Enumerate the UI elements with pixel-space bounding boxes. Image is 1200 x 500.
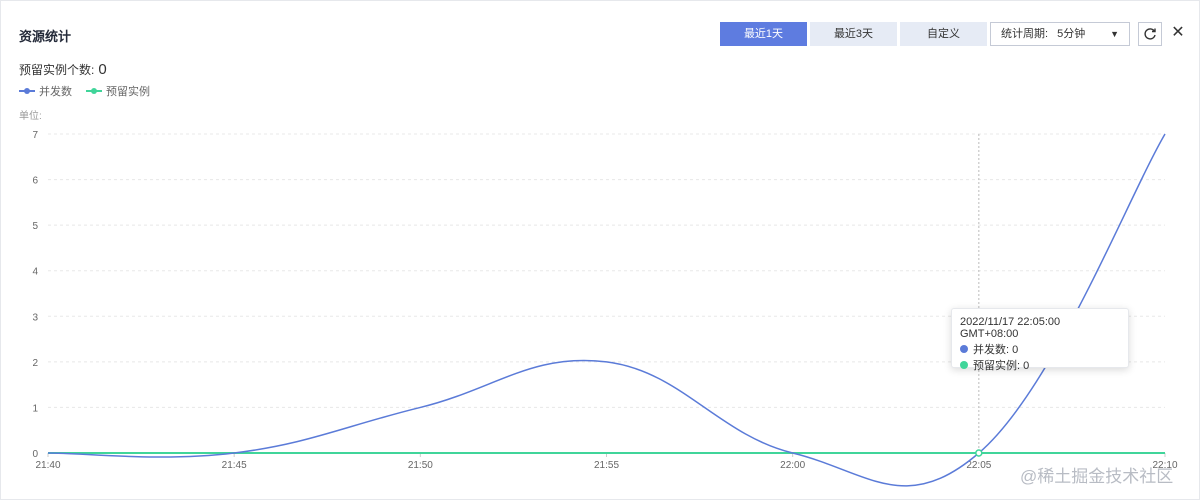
- chevron-down-icon: ▼: [1110, 29, 1119, 39]
- series-line-concurrency: [47, 133, 1166, 487]
- chart-legend: 并发数 预留实例: [19, 83, 150, 99]
- x-tick-label: 21:50: [408, 460, 433, 471]
- x-tick-label: 22:10: [1152, 460, 1177, 471]
- legend-label-reserved: 预留实例: [106, 86, 150, 98]
- tooltip-value-concurrency: 并发数: 0: [973, 344, 1019, 356]
- x-tick-label: 21:40: [35, 460, 60, 471]
- tooltip-row-concurrency: 并发数: 0: [960, 342, 1120, 356]
- close-icon[interactable]: ✕: [1171, 24, 1185, 41]
- x-tick-label: 21:45: [222, 460, 247, 471]
- refresh-icon: [1144, 28, 1156, 40]
- tooltip-row-reserved: 预留实例: 0: [960, 358, 1120, 372]
- period-1day-button[interactable]: 最近1天: [720, 22, 807, 46]
- reserved-count-value: 0: [98, 61, 107, 78]
- y-tick-label: 6: [32, 176, 38, 187]
- x-tick-label: 22:05: [966, 460, 991, 471]
- period-custom-button[interactable]: 自定义: [900, 22, 987, 46]
- panel-title: 资源统计: [19, 29, 72, 44]
- stat-period-label: 统计周期:: [1001, 28, 1049, 40]
- legend-label-concurrency: 并发数: [39, 86, 72, 98]
- unit-label: 单位:: [19, 111, 42, 122]
- x-tick-label: 22:00: [780, 460, 805, 471]
- legend-item-concurrency[interactable]: 并发数: [19, 83, 72, 99]
- tooltip-value-reserved: 预留实例: 0: [973, 360, 1030, 372]
- y-tick-label: 4: [32, 267, 38, 278]
- legend-swatch-concurrency: [19, 88, 35, 94]
- y-tick-label: 3: [32, 312, 38, 323]
- period-3day-button[interactable]: 最近3天: [810, 22, 897, 46]
- tooltip-dot-concurrency: [960, 345, 968, 353]
- y-tick-label: 5: [32, 221, 38, 232]
- y-tick-label: 7: [32, 130, 38, 141]
- stat-period-value: 5分钟: [1057, 28, 1086, 40]
- legend-swatch-reserved: [86, 88, 102, 94]
- legend-item-reserved[interactable]: 预留实例: [86, 83, 150, 99]
- stat-period-select[interactable]: 统计周期: 5分钟 ▼: [990, 22, 1130, 46]
- y-tick-label: 1: [32, 403, 38, 414]
- reserved-count-label: 预留实例个数:: [19, 63, 95, 77]
- watermark: @稀土掘金技术社区: [1020, 467, 1174, 486]
- reserved-count-line: 预留实例个数: 0: [19, 61, 107, 78]
- y-tick-label: 2: [32, 358, 38, 369]
- tooltip-time: 2022/11/17 22:05:00 GMT+08:00: [960, 316, 1061, 340]
- chart-tooltip: 2022/11/17 22:05:00 GMT+08:00 并发数: 0 预留实…: [951, 308, 1129, 372]
- tooltip-dot-reserved: [960, 361, 968, 369]
- refresh-button[interactable]: [1138, 22, 1162, 46]
- hover-point: [975, 449, 983, 457]
- x-tick-label: 21:55: [594, 460, 619, 471]
- y-tick-label: 0: [32, 449, 38, 460]
